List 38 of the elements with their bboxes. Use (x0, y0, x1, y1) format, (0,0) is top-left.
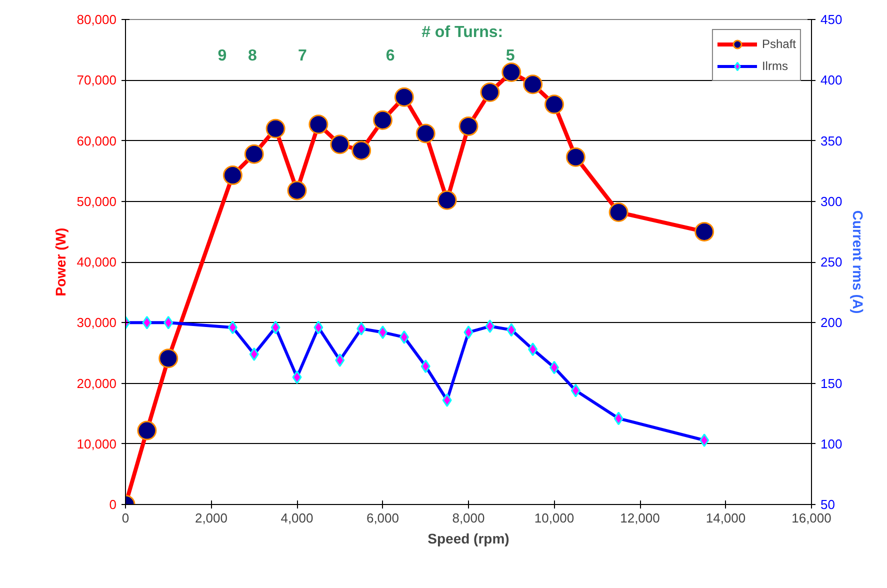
y2-tick-label: 450 (820, 12, 842, 27)
x-axis-title: Speed (rpm) (428, 530, 510, 546)
x-tick-label: 16,000 (792, 510, 832, 526)
x-tick-label: 8,000 (452, 510, 485, 526)
annotation: 8 (248, 47, 257, 64)
x-tick-label: 4,000 (280, 510, 314, 526)
annotation: 7 (298, 47, 308, 64)
x-tick-label: 6,000 (366, 510, 400, 526)
y2-tick-label: 350 (820, 133, 842, 148)
annotation: # of Turns: (422, 24, 504, 42)
y2-tick-label: 250 (820, 254, 842, 270)
y-tick-label: 40,000 (76, 254, 117, 270)
y-tick-label: 10,000 (76, 436, 117, 452)
y-tick-label: 0 (109, 497, 117, 512)
x-tick-label: 14,000 (706, 510, 746, 526)
y2-tick-label: 150 (820, 376, 842, 391)
annotation: 9 (218, 47, 227, 64)
y-tick-label: 60,000 (76, 133, 117, 148)
y2-tick-label: 100 (820, 436, 842, 452)
y-axis-title: Power (W) (52, 228, 69, 296)
annotation: 6 (386, 47, 395, 64)
legend-label: Pshaft (762, 37, 796, 51)
legend-label: Ilrms (762, 59, 788, 73)
annotation: 5 (506, 47, 515, 64)
x-tick-label: 0 (122, 510, 130, 526)
y-tick-label: 80,000 (76, 12, 117, 27)
x-tick-label: 2,000 (194, 510, 228, 526)
y2-axis-title: Current rms (A) (850, 210, 866, 314)
x-tick-label: 12,000 (620, 510, 660, 526)
y-tick-label: 50,000 (76, 194, 117, 209)
y-tick-label: 70,000 (76, 72, 117, 88)
y2-tick-label: 400 (820, 72, 842, 88)
x-tick-label: 10,000 (534, 510, 574, 526)
y2-tick-label: 50 (820, 497, 835, 512)
y2-tick-label: 200 (820, 315, 842, 330)
y-tick-label: 20,000 (76, 376, 117, 391)
y-tick-label: 30,000 (76, 315, 117, 330)
y2-tick-label: 300 (820, 194, 842, 209)
